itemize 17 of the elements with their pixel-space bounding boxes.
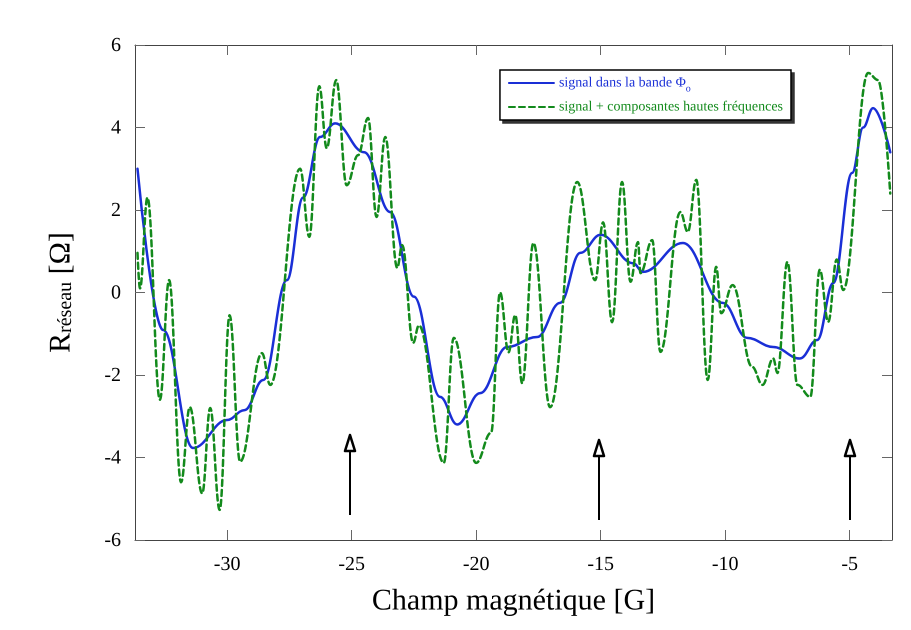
x-tick-label: -5 [841, 553, 858, 575]
x-tick-label: -10 [712, 553, 738, 575]
y-tick-label: -6 [104, 529, 121, 551]
y-tick-label: -4 [104, 446, 121, 468]
y-tick-label: -2 [104, 364, 121, 386]
y-axis-title: Rréseau [Ω] [44, 232, 76, 353]
line-series [136, 72, 892, 512]
x-tick-label: -30 [214, 553, 240, 575]
y-tick-label: 2 [111, 199, 121, 221]
y-tick-label: 6 [111, 34, 121, 56]
x-tick-label: -15 [587, 553, 614, 575]
y-tick-label: 4 [111, 116, 121, 138]
legend-label: signal + composantes hautes fréquences [558, 100, 784, 114]
y-tick-label: 0 [111, 282, 121, 304]
x-axis-title: Champ magnétique [G] [372, 584, 656, 616]
x-tick-label: -25 [338, 553, 365, 575]
x-tick-label: -20 [462, 553, 490, 575]
